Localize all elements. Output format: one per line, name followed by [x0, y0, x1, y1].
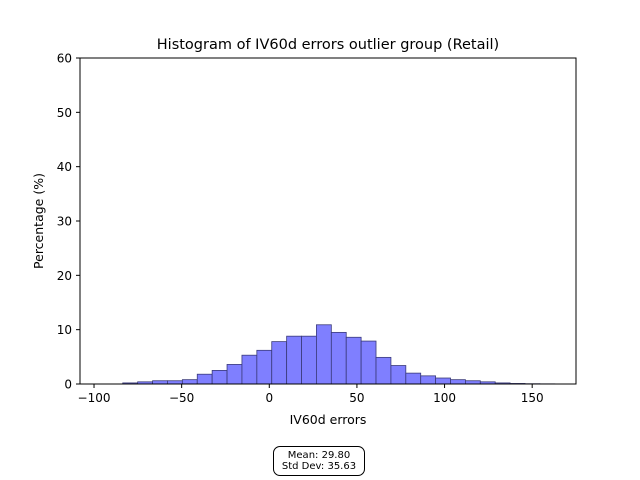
y-tick-label-6: 60 — [57, 52, 72, 66]
chart-title: Histogram of IV60d errors outlier group … — [157, 37, 499, 53]
x-tick-label-1: −50 — [169, 391, 194, 405]
histogram-bar-21 — [435, 377, 451, 385]
x-tick-label-0: −100 — [78, 391, 111, 405]
histogram-bar-4 — [181, 379, 198, 385]
histogram-bar-8 — [241, 354, 258, 385]
histogram-bar-7 — [226, 364, 243, 385]
histogram-bar-15 — [345, 336, 362, 385]
y-tick-label-1: 10 — [57, 323, 72, 337]
std-dev-stat: Std Dev: 35.63 — [281, 461, 357, 472]
histogram-bar-22 — [450, 379, 466, 385]
y-tick-label-5: 50 — [57, 106, 72, 120]
histogram-bar-20 — [420, 375, 437, 385]
y-tick-label-0: 0 — [64, 378, 72, 392]
histogram-bar-14 — [330, 331, 347, 385]
mean-stat: Mean: 29.80 — [287, 450, 351, 461]
bars-group — [122, 324, 556, 385]
y-tick-label-4: 40 — [57, 160, 72, 174]
histogram-bar-10 — [271, 341, 288, 385]
y-tick-label-3: 30 — [57, 215, 72, 229]
histogram-bar-18 — [390, 365, 407, 385]
histogram-bar-9 — [256, 349, 273, 385]
plot-frame — [79, 57, 577, 385]
histogram-bar-13 — [316, 324, 332, 385]
y-axis-label: Percentage (%) — [31, 173, 46, 269]
histogram-bar-11 — [286, 335, 302, 385]
x-tick-label-4: 100 — [433, 391, 456, 405]
histogram-bar-6 — [211, 370, 228, 385]
y-tick-label-2: 20 — [57, 269, 72, 283]
histogram-bar-17 — [375, 356, 392, 385]
histogram-bar-12 — [301, 335, 317, 385]
stats-annotation-box: Mean: 29.80 Std Dev: 35.63 — [273, 446, 365, 476]
histogram-bar-16 — [360, 340, 377, 385]
x-axis-label: IV60d errors — [290, 412, 367, 427]
histogram-bar-19 — [405, 372, 422, 385]
x-axis-ticks: −100 −50 0 50 100 150 — [78, 384, 544, 405]
x-tick-label-3: 50 — [349, 391, 364, 405]
histogram-bar-5 — [196, 373, 213, 385]
x-tick-label-2: 0 — [265, 391, 273, 405]
y-axis-ticks: 0 10 20 30 40 50 60 — [57, 52, 80, 392]
x-tick-label-5: 150 — [521, 391, 544, 405]
